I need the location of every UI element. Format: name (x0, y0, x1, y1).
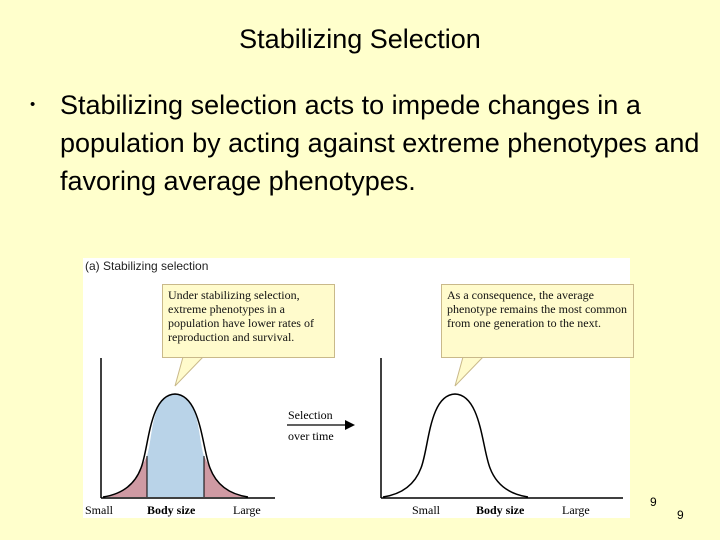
right-axis-label: Body size (476, 503, 525, 517)
bullet-marker: • (30, 96, 36, 113)
left-curve-tail-right (204, 456, 248, 497)
left-curve (102, 393, 249, 498)
left-callout-pointer (174, 356, 205, 387)
left-callout: Under stabilizing selection, extreme phe… (162, 284, 335, 358)
selection-label: Selection over time (288, 408, 334, 444)
selection-arrowhead (345, 420, 355, 430)
right-axis-large: Large (562, 503, 590, 517)
page-number-inner: 9 (650, 495, 657, 509)
figure-graphics (100, 356, 623, 499)
page-number: 9 (677, 508, 684, 522)
right-callout: As a consequence, the average phenotype … (441, 284, 634, 358)
left-axis-label: Body size (147, 503, 196, 517)
selection-label-line2: over time (288, 429, 334, 443)
stabilizing-selection-figure: (a) Stabilizing selection Under stabiliz… (83, 258, 634, 518)
selection-label-line1: Selection (288, 408, 333, 422)
right-curve (382, 393, 529, 498)
left-curve-tail-left (103, 456, 147, 497)
slide-title: Stabilizing Selection (239, 24, 481, 54)
right-axis-small: Small (412, 503, 441, 517)
left-curve-center (147, 394, 204, 497)
bullet-text: Stabilizing selection acts to impede cha… (60, 90, 700, 196)
figure-label: (a) Stabilizing selection (85, 259, 209, 273)
left-axis-small: Small (85, 503, 114, 517)
right-callout-pointer (454, 356, 485, 387)
left-axis-large: Large (233, 503, 261, 517)
